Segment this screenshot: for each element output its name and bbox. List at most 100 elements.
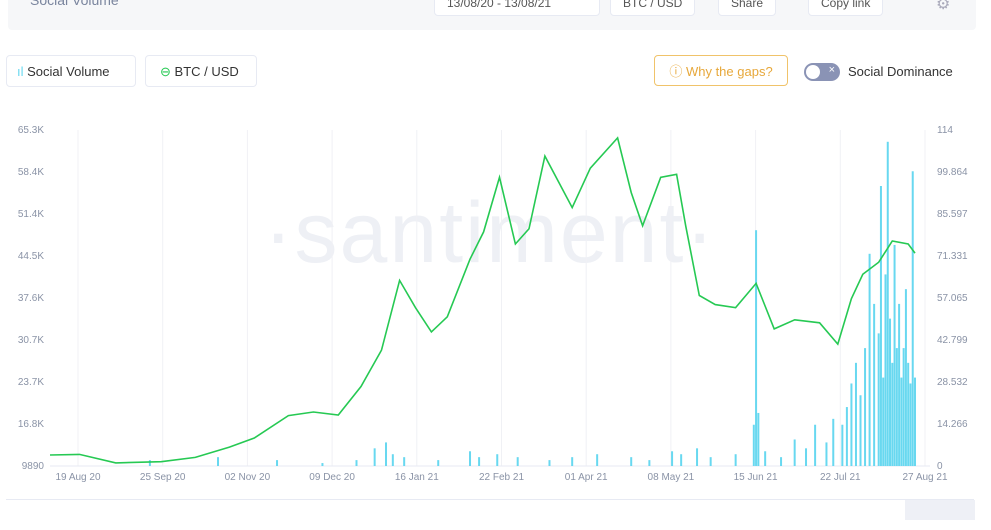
social-volume-bar [825, 442, 828, 466]
social-volume-bar [276, 460, 279, 466]
social-volume-bar [148, 460, 151, 466]
social-volume-bar [879, 186, 882, 466]
social-volume-bar [902, 348, 905, 466]
social-volume-bar [889, 318, 892, 466]
top-toolbar: Social Volume 13/08/20 - 13/08/21 BTC / … [8, 0, 976, 30]
social-volume-bar [478, 457, 481, 466]
social-volume-bar [891, 362, 894, 466]
social-volume-bar [437, 460, 440, 466]
left-axis-tick: 30.7K [18, 335, 44, 346]
legend-btc-usd[interactable]: ⊖ BTC / USD [145, 55, 257, 87]
x-axis-tick: 19 Aug 20 [55, 472, 100, 483]
btc-price-line [49, 136, 916, 464]
social-volume-bar [764, 451, 767, 466]
social-volume-bar [680, 454, 683, 466]
social-volume-bar [469, 451, 472, 466]
left-axis-tick: 23.7K [18, 377, 44, 388]
social-volume-bar [373, 448, 376, 466]
social-volume-bar [884, 274, 887, 466]
social-volume-bar [886, 141, 889, 466]
navigator-selection[interactable] [905, 500, 975, 520]
right-axis-tick: 85.597 [937, 209, 968, 220]
right-axis-tick: 99.864 [937, 167, 968, 178]
left-axis-tick: 9890 [22, 461, 45, 472]
social-volume-bar [217, 457, 220, 466]
copy-link-button[interactable]: Copy link [808, 0, 884, 16]
date-range-picker[interactable]: 13/08/20 - 13/08/21 [434, 0, 600, 16]
social-volume-bar [904, 289, 907, 466]
share-button[interactable]: Share [718, 0, 777, 16]
social-volume-bar [841, 424, 844, 466]
x-axis-tick: 02 Nov 20 [225, 472, 271, 483]
social-volume-bar [877, 333, 880, 466]
social-volume-bar [752, 424, 755, 466]
social-volume-bar [909, 383, 912, 466]
social-volume-bar [859, 395, 862, 466]
social-volume-bar [845, 407, 848, 466]
left-axis-tick: 44.5K [18, 251, 44, 262]
social-volume-bar [757, 412, 760, 466]
left-axis-tick: 37.6K [18, 293, 44, 304]
social-volume-bar [882, 377, 885, 466]
social-dominance-toggle[interactable]: × [804, 63, 840, 81]
social-volume-bar [734, 454, 737, 466]
chart-title: Social Volume [30, 0, 119, 8]
social-volume-bar [864, 348, 867, 466]
left-axis-tick: 65.3K [18, 125, 44, 136]
social-volume-bar [385, 442, 388, 466]
social-volume-bar [696, 448, 699, 466]
line-circle-icon: ⊖ [160, 64, 171, 79]
social-volume-bar [355, 460, 358, 466]
social-volume-bar [496, 454, 499, 466]
x-axis-tick: 01 Apr 21 [565, 472, 608, 483]
left-axis-tick: 16.8K [18, 419, 44, 430]
chart[interactable]: ·santiment· 65.3K 114 58.4K 99.864 51.4K 85.5… [0, 0, 991, 500]
x-axis-tick: 15 Jun 21 [734, 472, 778, 483]
x-axis-tick: 09 Dec 20 [309, 472, 355, 483]
social-volume-bar [854, 362, 857, 466]
social-volume-bar [832, 418, 835, 466]
right-axis-tick: 28.532 [937, 377, 968, 388]
social-volume-bar [898, 303, 901, 466]
social-volume-bar [780, 457, 783, 466]
social-volume-bar [391, 454, 394, 466]
settings-icon[interactable]: ⚙ [936, 0, 951, 13]
x-axis-tick: 22 Jul 21 [820, 472, 861, 483]
legend-label: Social Volume [27, 64, 110, 79]
bar-chart-icon: ıl [17, 64, 24, 79]
x-axis-tick: 25 Sep 20 [140, 472, 186, 483]
asset-selector[interactable]: BTC / USD [610, 0, 696, 16]
social-volume-bar [850, 383, 853, 466]
x-axis-tick: 08 May 21 [648, 472, 695, 483]
right-axis-tick: 57.065 [937, 293, 968, 304]
social-volume-bar [403, 457, 406, 466]
social-volume-bar [907, 362, 910, 466]
social-volume-bar [895, 348, 898, 466]
legend-label: BTC / USD [174, 64, 239, 79]
social-volume-bar [671, 451, 674, 466]
social-volume-bar [911, 171, 914, 466]
social-dominance-label: Social Dominance [848, 64, 953, 79]
why-the-gaps-button[interactable]: ⓘ Why the gaps? [654, 55, 788, 86]
social-volume-bar [648, 460, 651, 466]
right-axis-tick: 14.266 [937, 419, 968, 430]
social-volume-bar [755, 230, 758, 466]
social-volume-bar [596, 454, 599, 466]
x-axis-tick: 16 Jan 21 [395, 472, 439, 483]
right-axis-tick: 114 [937, 125, 953, 136]
x-axis-tick: 27 Aug 21 [902, 472, 947, 483]
social-volume-bar [873, 303, 876, 466]
right-axis-tick: 42.799 [937, 335, 968, 346]
social-volume-bar [814, 424, 817, 466]
social-volume-bar [805, 448, 808, 466]
social-volume-bar [516, 457, 519, 466]
social-volume-bar [321, 463, 324, 466]
social-volume-bar [900, 377, 903, 466]
legend-social-volume[interactable]: ıl Social Volume [6, 55, 136, 87]
social-volume-bar [793, 439, 796, 466]
range-navigator[interactable] [6, 499, 974, 530]
why-gaps-label: Why the gaps? [685, 64, 773, 79]
right-axis-tick: 71.331 [937, 251, 968, 262]
right-axis-tick: 0 [937, 461, 943, 472]
santiment-watermark: ·santiment· [264, 185, 716, 281]
